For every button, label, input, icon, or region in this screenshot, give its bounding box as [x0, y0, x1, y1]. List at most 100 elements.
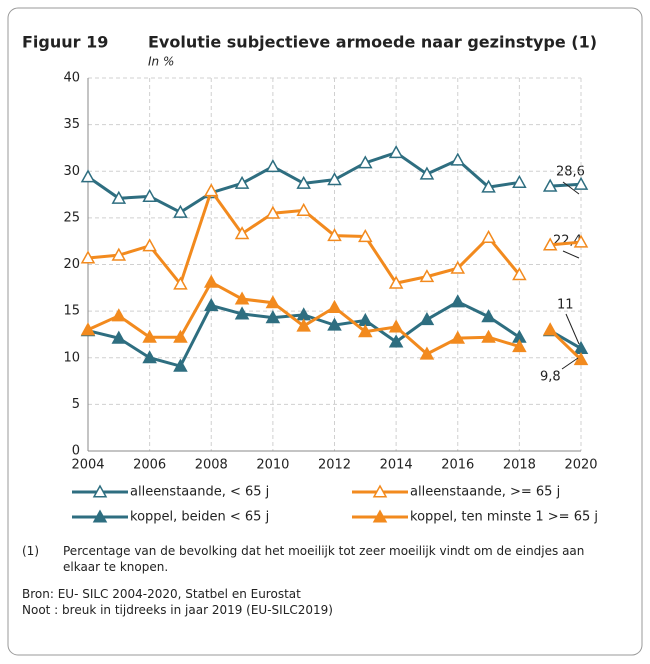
marker [173, 204, 188, 218]
leader-line [561, 357, 579, 370]
marker [111, 190, 127, 204]
y-tick-label: 40 [63, 71, 80, 86]
marker [111, 308, 127, 322]
marker [542, 178, 558, 192]
marker [358, 155, 373, 169]
marker [419, 269, 435, 283]
marker [203, 297, 219, 312]
note: Noot : breuk in tijdreeks in jaar 2019 (… [22, 603, 333, 617]
marker [234, 226, 250, 240]
legend-marker [92, 509, 108, 523]
x-tick-label: 2004 [71, 458, 104, 473]
marker [142, 350, 157, 364]
marker [450, 330, 466, 344]
marker [542, 237, 558, 251]
annotation: 9,8 [540, 370, 561, 385]
series-line [550, 240, 582, 247]
x-tick-label: 2010 [256, 458, 289, 473]
legend-label: koppel, ten minste 1 >= 65 j [410, 510, 598, 525]
marker [265, 310, 281, 324]
marker [296, 175, 311, 189]
marker [173, 329, 188, 343]
chart-title: Evolutie subjectieve armoede naar gezins… [148, 33, 597, 52]
marker [419, 346, 435, 360]
y-tick-label: 20 [63, 257, 80, 272]
marker [419, 166, 435, 180]
x-tick-label: 2020 [564, 458, 597, 473]
marker [481, 179, 496, 193]
marker [234, 306, 250, 320]
marker [512, 339, 527, 353]
y-tick-label: 15 [63, 304, 80, 319]
marker [111, 330, 127, 344]
marker [327, 172, 342, 186]
marker [265, 295, 281, 309]
marker [203, 274, 219, 288]
marker [80, 250, 96, 264]
leader-line [565, 313, 580, 345]
marker [173, 276, 188, 290]
x-tick-label: 2016 [441, 458, 474, 473]
marker [142, 238, 157, 252]
marker [327, 299, 342, 313]
footnote-marker: (1) [22, 544, 39, 558]
y-tick-label: 10 [63, 350, 80, 365]
marker [80, 322, 96, 336]
y-tick-label: 0 [72, 444, 80, 459]
marker [296, 318, 311, 332]
legend-marker [372, 509, 388, 523]
frame [7, 7, 643, 656]
legend-label: alleenstaande, < 65 j [130, 485, 269, 500]
marker [450, 152, 466, 166]
marker [388, 145, 404, 159]
y-tick-label: 5 [72, 397, 80, 412]
marker [542, 322, 558, 336]
marker [573, 176, 589, 190]
marker [173, 358, 188, 372]
marker [573, 234, 589, 248]
marker [296, 202, 311, 216]
footnote: Percentage van de bevolking dat het moei… [63, 544, 585, 574]
y-tick-label: 30 [63, 164, 80, 179]
marker [358, 324, 373, 338]
figure-label: Figuur 19 [22, 33, 108, 52]
marker [111, 247, 127, 261]
y-tick-label: 25 [63, 210, 80, 225]
legend-marker [92, 484, 108, 498]
marker [481, 329, 496, 343]
x-tick-label: 2006 [133, 458, 166, 473]
leader-line [562, 250, 580, 259]
marker [142, 188, 157, 202]
annotation-leaders [561, 181, 580, 370]
leader-line [562, 181, 580, 195]
x-tick-label: 2008 [195, 458, 228, 473]
marker [203, 183, 219, 197]
legend-label: koppel, beiden < 65 j [130, 510, 269, 525]
marker [388, 319, 404, 333]
marker [481, 229, 496, 244]
annotation: 11 [557, 298, 574, 313]
marker [80, 169, 96, 183]
chart-subtitle: In % [148, 55, 174, 69]
annotation: 28,6 [556, 165, 585, 180]
marker [234, 291, 250, 305]
x-tick-label: 2018 [503, 458, 536, 473]
x-tick-label: 2012 [318, 458, 351, 473]
marker [388, 275, 404, 289]
legend-label: alleenstaande, >= 65 j [410, 485, 560, 500]
marker [265, 205, 281, 219]
legend-marker [372, 484, 388, 498]
marker [234, 175, 250, 189]
marker [481, 309, 496, 323]
y-tick-label: 35 [63, 117, 80, 132]
marker [388, 334, 404, 348]
marker [327, 228, 342, 242]
marker [512, 267, 527, 281]
marker [512, 174, 527, 188]
marker [358, 228, 373, 243]
series-line [550, 182, 582, 188]
marker [265, 159, 281, 173]
marker [450, 294, 466, 308]
